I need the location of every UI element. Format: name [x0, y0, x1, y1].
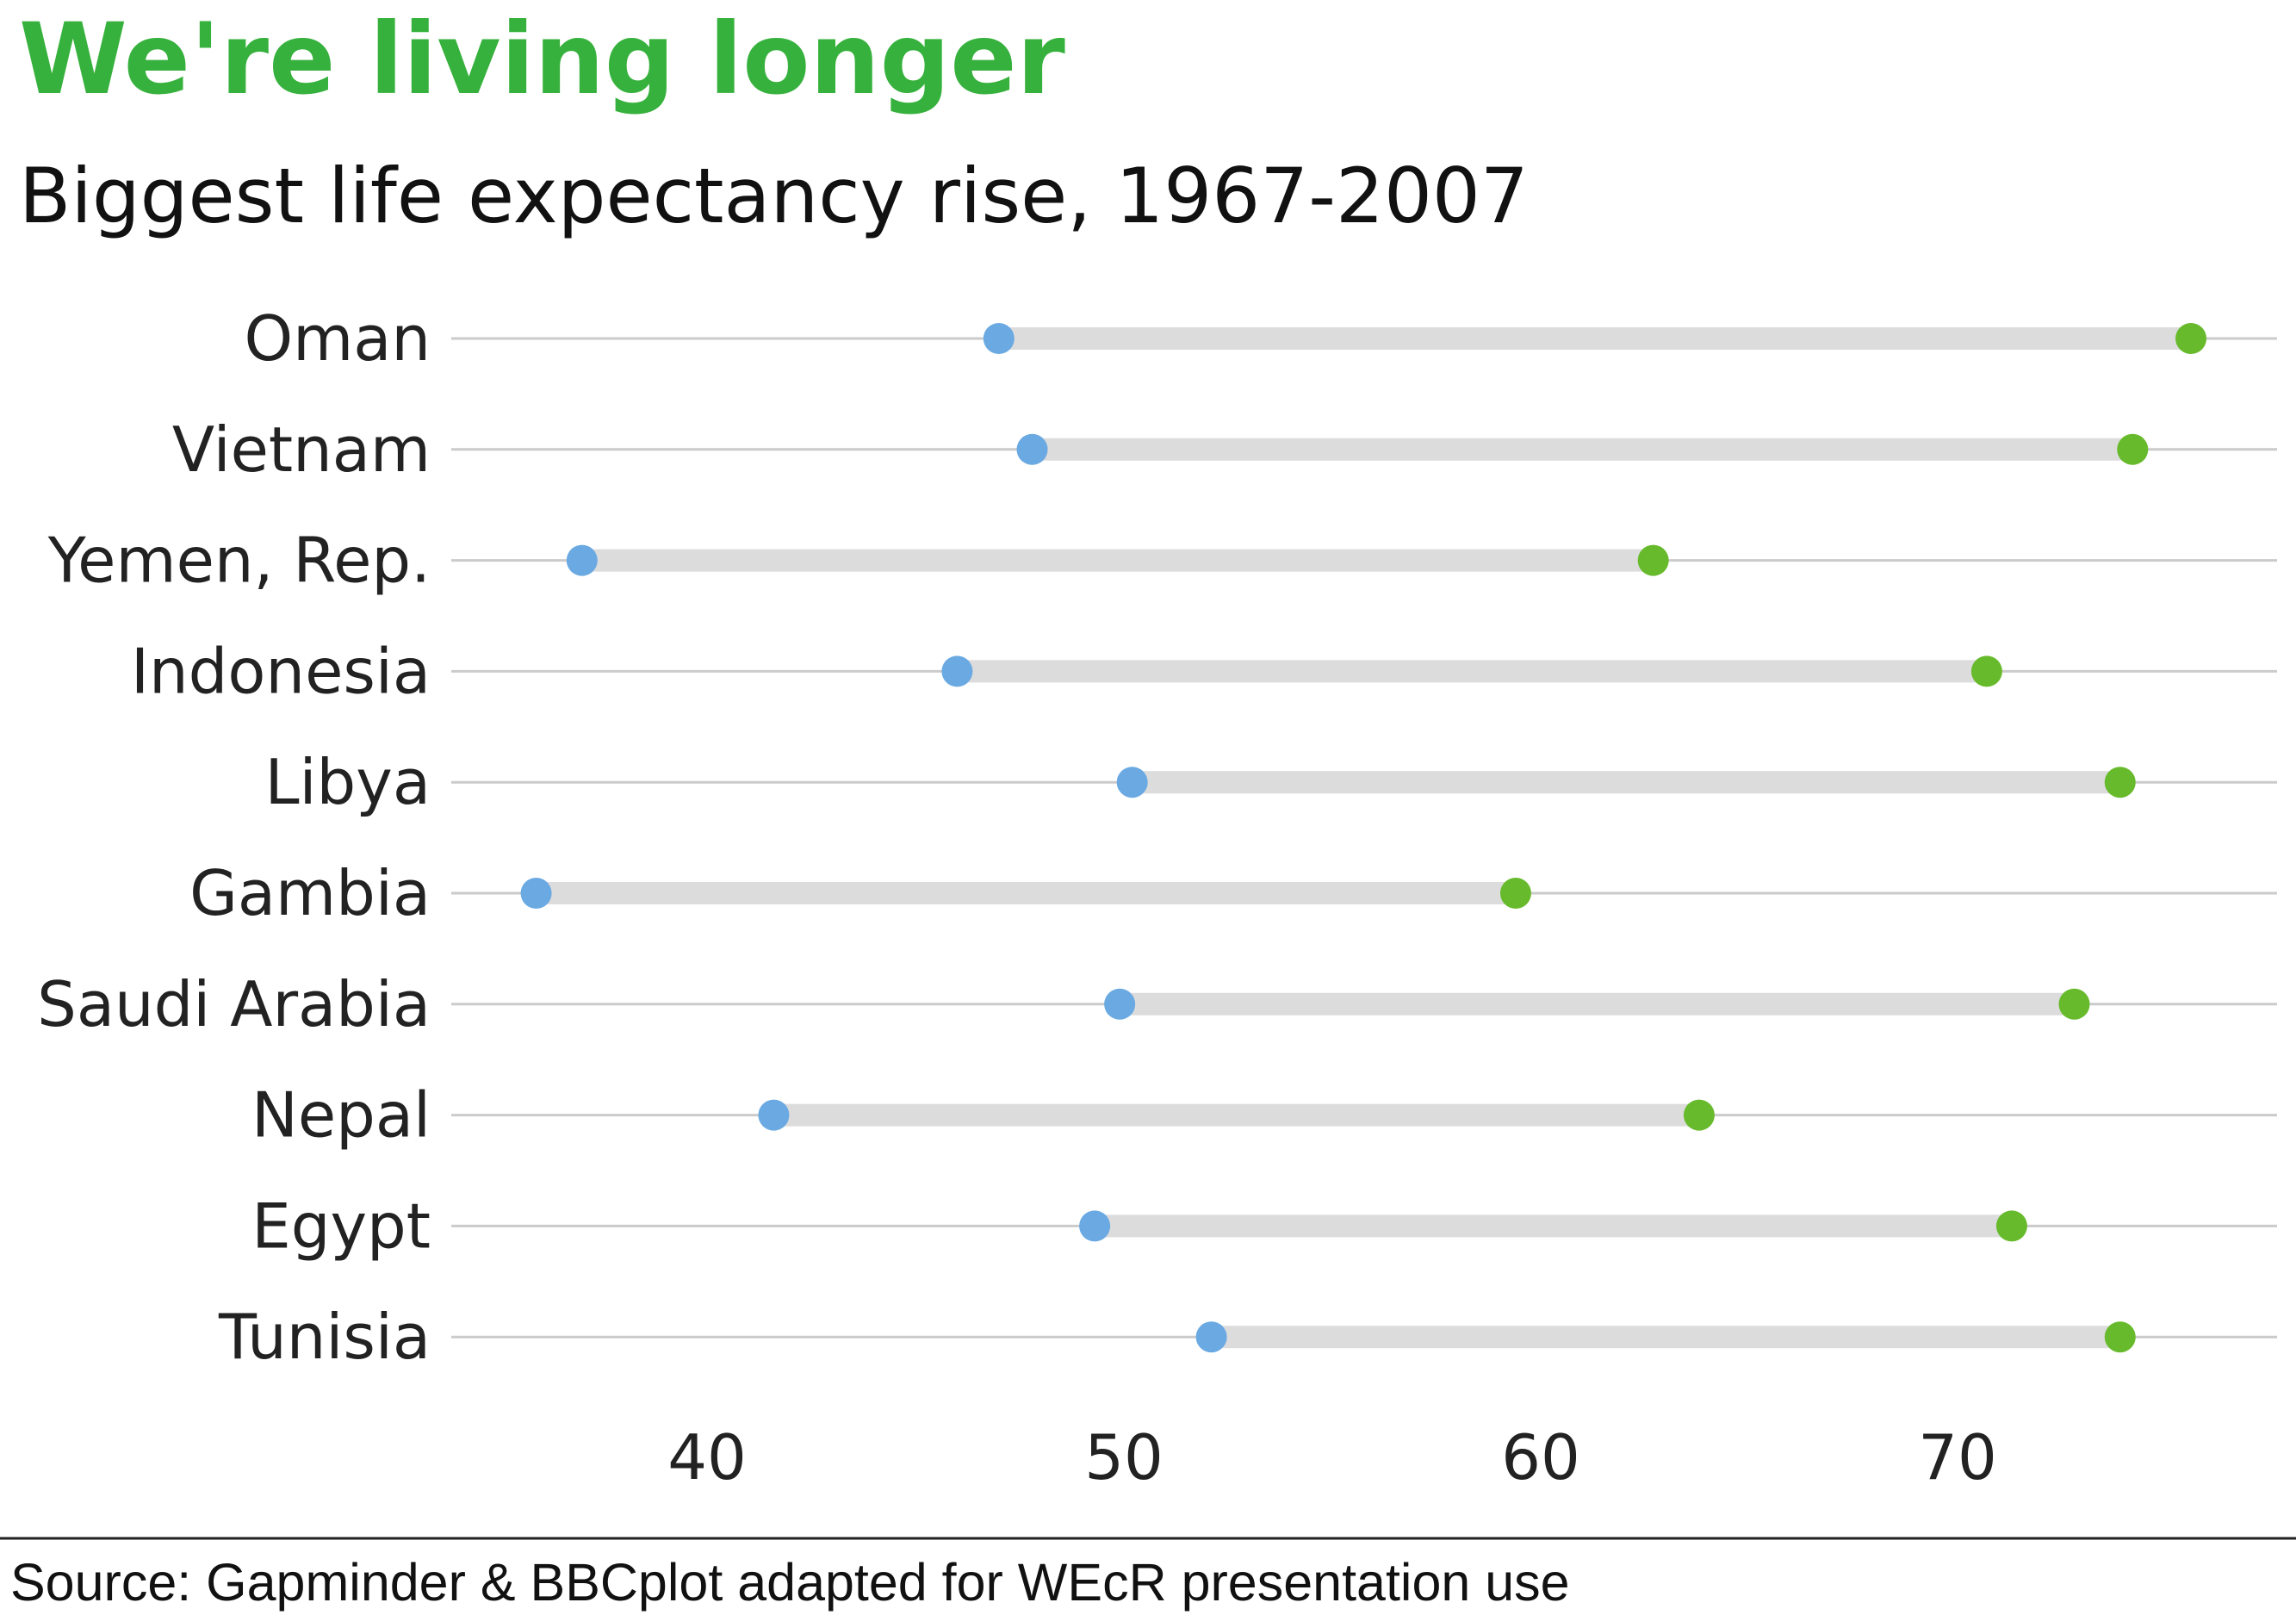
start-point: [566, 544, 598, 576]
start-point: [941, 655, 973, 687]
category-label: Libya: [264, 746, 431, 818]
end-point: [2175, 323, 2207, 354]
category-label: Indonesia: [131, 635, 431, 707]
category-label: Tunisia: [218, 1301, 431, 1373]
category-label: Saudi Arabia: [37, 968, 431, 1040]
start-point: [1079, 1210, 1111, 1242]
x-tick-label: 50: [1084, 1421, 1164, 1494]
x-tick-label: 70: [1918, 1421, 1997, 1494]
start-point: [1104, 988, 1136, 1020]
category-labels: Oman Vietnam Yemen, Rep. Indonesia Libya Gamb…: [37, 302, 431, 1373]
start-points: [520, 323, 1227, 1353]
start-point: [1195, 1321, 1227, 1353]
category-label: Egypt: [251, 1190, 431, 1262]
start-point: [758, 1099, 790, 1131]
start-point: [520, 878, 552, 909]
end-point: [1995, 1210, 2027, 1242]
gridlines: [451, 337, 2277, 1339]
end-point: [1637, 544, 1669, 576]
x-tick-label: 40: [667, 1421, 747, 1494]
category-label: Gambia: [189, 857, 431, 929]
start-point: [983, 323, 1015, 354]
category-label: Yemen, Rep.: [47, 525, 431, 597]
start-point: [1116, 767, 1148, 798]
start-point: [1016, 433, 1048, 465]
category-label: Vietnam: [172, 413, 431, 486]
end-point: [1499, 878, 1531, 909]
category-label: Nepal: [251, 1079, 431, 1152]
category-label: Oman: [244, 302, 431, 375]
end-point: [2117, 433, 2149, 465]
source-note: Source: Gapminder & BBCplot adapted for …: [10, 1553, 1570, 1612]
end-point: [1683, 1099, 1715, 1131]
end-point: [2058, 988, 2090, 1020]
chart-subtitle: Biggest life expectancy rise, 1967-2007: [19, 152, 1529, 240]
end-point: [2104, 1321, 2136, 1353]
x-axis-tick-labels: 40 50 60 70: [667, 1421, 1997, 1494]
end-points: [1499, 323, 2207, 1353]
x-tick-label: 60: [1501, 1421, 1580, 1494]
chart-title: We're living longer: [19, 2, 1065, 116]
dumbbell-bars: [536, 327, 2192, 1349]
end-point: [1970, 655, 2002, 687]
end-point: [2104, 767, 2136, 798]
